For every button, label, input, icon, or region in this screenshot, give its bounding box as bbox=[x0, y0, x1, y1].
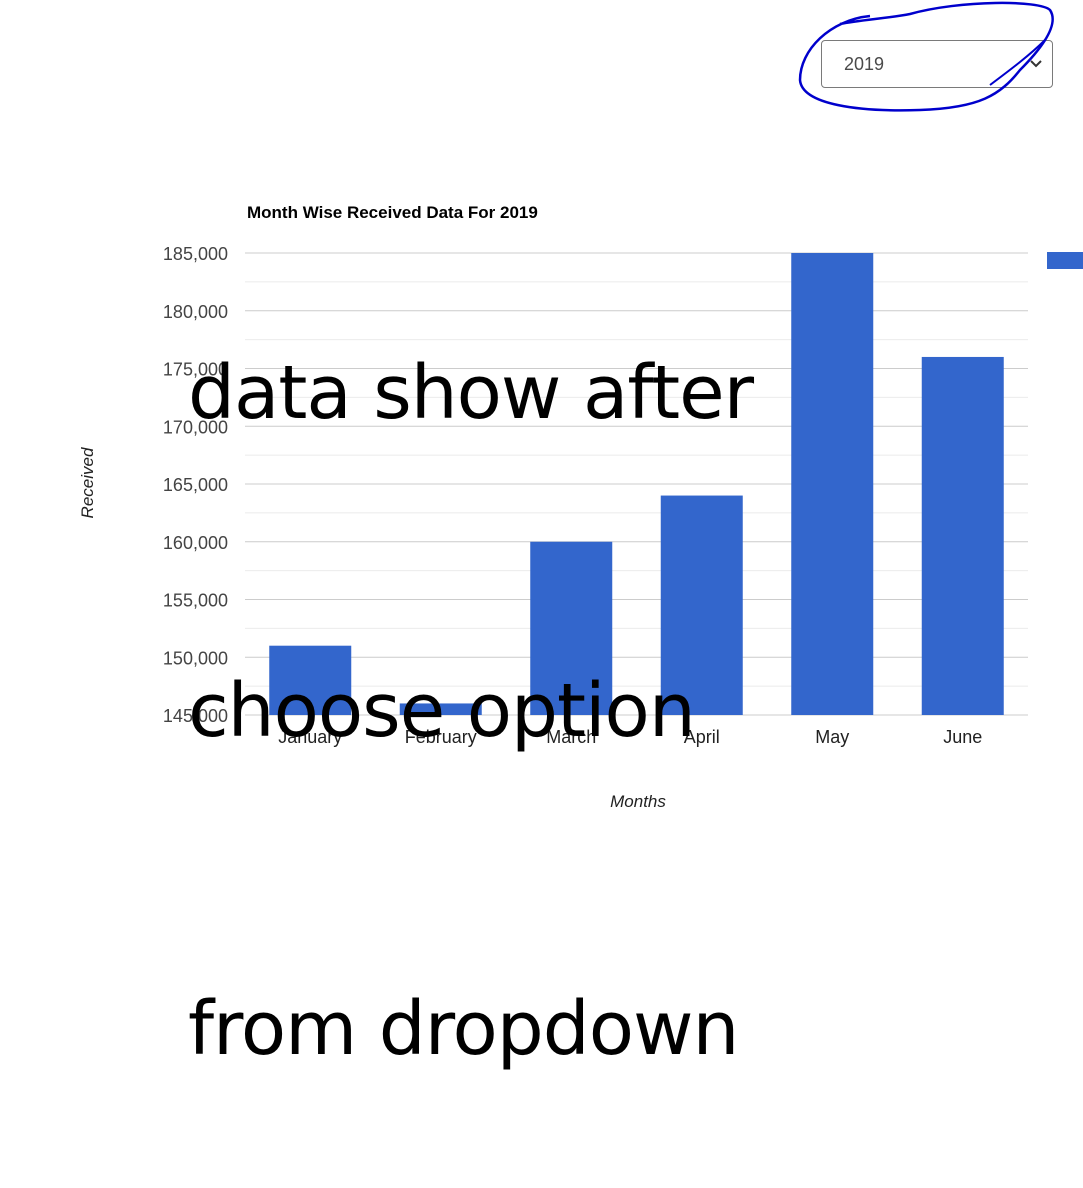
bar-january[interactable] bbox=[269, 645, 352, 715]
y-axis-label: Received bbox=[78, 447, 97, 518]
y-tick-label: 175,000 bbox=[163, 360, 228, 380]
year-dropdown-value: 2019 bbox=[844, 54, 885, 74]
bar-april[interactable] bbox=[660, 495, 743, 715]
bar-june[interactable] bbox=[921, 356, 1004, 715]
annotation-line: data show after bbox=[188, 350, 754, 436]
bar-february[interactable] bbox=[399, 703, 482, 715]
annotation-note: data show after choose option from dropd… bbox=[188, 128, 754, 1188]
y-tick-label: 150,000 bbox=[163, 648, 228, 668]
bar-march[interactable] bbox=[530, 541, 613, 715]
bar-may[interactable] bbox=[791, 253, 874, 715]
x-tick-label: March bbox=[546, 727, 596, 747]
bars bbox=[269, 253, 1004, 715]
y-tick-label: 165,000 bbox=[163, 475, 228, 495]
x-tick-label: June bbox=[943, 727, 982, 747]
chevron-down-icon bbox=[1030, 60, 1042, 68]
y-tick-label: 155,000 bbox=[163, 591, 228, 611]
y-tick-label: 160,000 bbox=[163, 533, 228, 553]
y-tick-label: 185,000 bbox=[163, 244, 228, 264]
y-tick-label: 180,000 bbox=[163, 302, 228, 322]
annotation-line: choose option bbox=[188, 668, 696, 754]
x-axis-ticks: January February March April May June bbox=[278, 727, 982, 747]
y-tick-label: 170,000 bbox=[163, 417, 228, 437]
x-tick-label: May bbox=[815, 727, 849, 747]
x-tick-label: April bbox=[684, 727, 720, 747]
chart-title: Month Wise Received Data For 2019 bbox=[247, 203, 538, 222]
y-axis-ticks: 145,000 150,000 155,000 160,000 165,000 170,0… bbox=[163, 244, 228, 726]
annotation-line: from dropdown bbox=[188, 986, 739, 1072]
y-tick-label: 145,000 bbox=[163, 706, 228, 726]
x-tick-label: February bbox=[405, 727, 477, 747]
gridlines bbox=[245, 252, 1028, 716]
x-tick-label: January bbox=[278, 727, 342, 747]
year-dropdown[interactable]: 2019 bbox=[821, 40, 1053, 88]
bar-chart: Month Wise Received Data For 2019 145,00… bbox=[78, 203, 1083, 811]
legend-swatch bbox=[1047, 252, 1083, 269]
x-axis-label: Months bbox=[610, 792, 666, 811]
